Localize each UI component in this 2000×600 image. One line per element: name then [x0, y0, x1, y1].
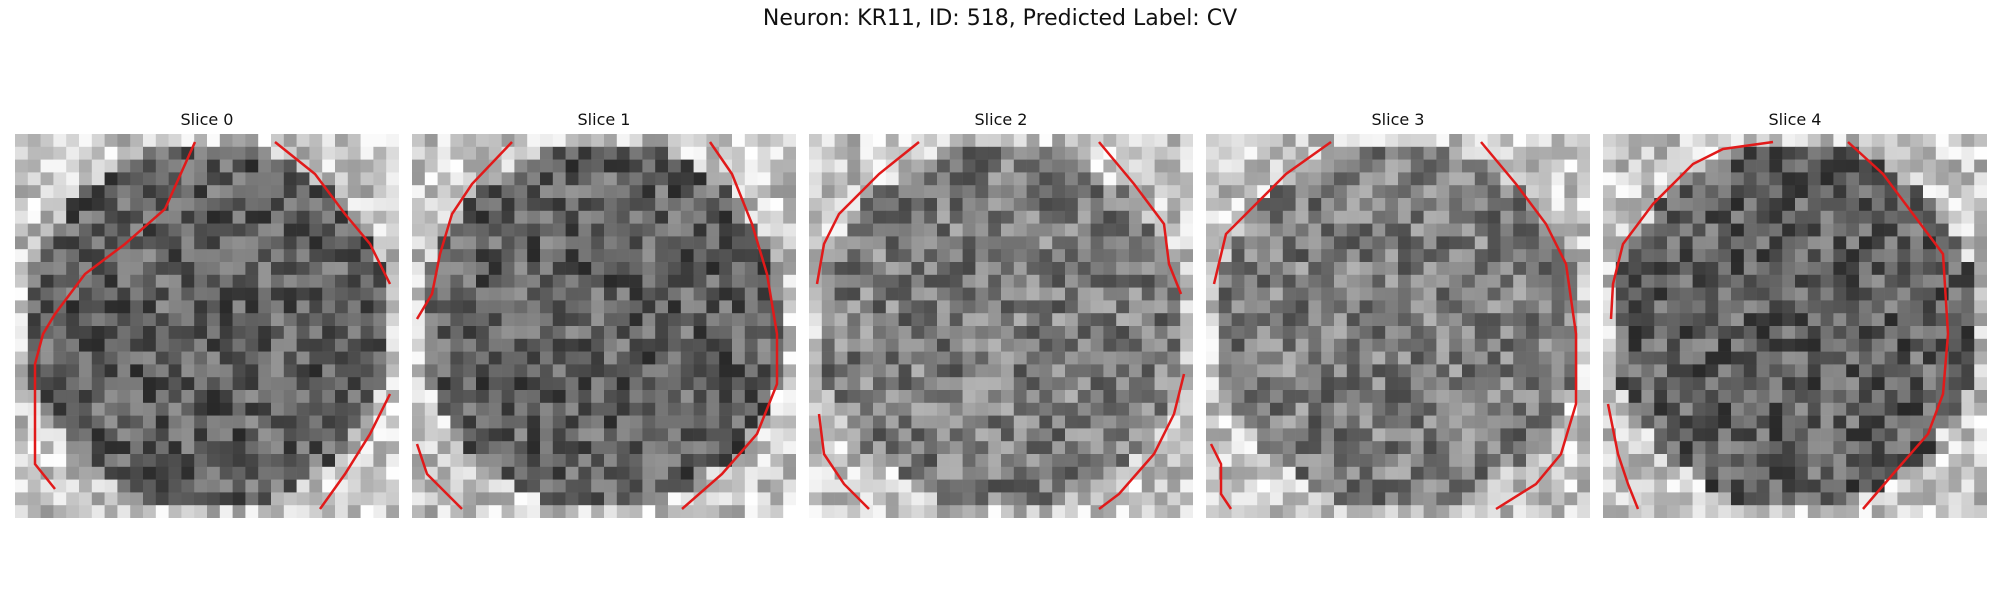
cell-contour [1847, 141, 1950, 510]
slice-title: Slice 1 [577, 110, 631, 129]
cell-contour [1606, 403, 1640, 510]
cell-contour [1098, 373, 1186, 510]
slice-image [1206, 134, 1590, 518]
slice-image [412, 134, 796, 518]
slice-panel-0: Slice 0 [15, 110, 399, 520]
cell-contour [274, 141, 392, 285]
slice-title: Slice 0 [180, 110, 234, 129]
cell-contour [1480, 141, 1578, 511]
slice-image [15, 134, 399, 518]
cell-contour [415, 443, 463, 510]
slice-image [809, 134, 1193, 518]
cell-contour [415, 141, 513, 320]
cell-contour [815, 141, 920, 285]
figure-title: Neuron: KR11, ID: 518, Predicted Label: … [762, 6, 1238, 31]
cell-contour [33, 141, 197, 490]
cell-contour [1609, 140, 1774, 320]
slice-panel-4: Slice 4 [1603, 110, 1987, 520]
cell-contour [817, 413, 870, 510]
cell-contour [681, 141, 779, 510]
slice-panel-3: Slice 3 [1206, 110, 1590, 520]
slice-panel-2: Slice 2 [809, 110, 1193, 520]
cell-contour [1098, 141, 1183, 295]
slice-title: Slice 3 [1371, 110, 1425, 129]
slice-image [1603, 134, 1987, 518]
cell-contour [318, 393, 392, 510]
slice-panel-1: Slice 1 [412, 110, 796, 520]
slice-title: Slice 2 [974, 110, 1028, 129]
cell-contour [1212, 140, 1332, 285]
cell-contour [1209, 443, 1233, 510]
slice-title: Slice 4 [1768, 110, 1822, 129]
